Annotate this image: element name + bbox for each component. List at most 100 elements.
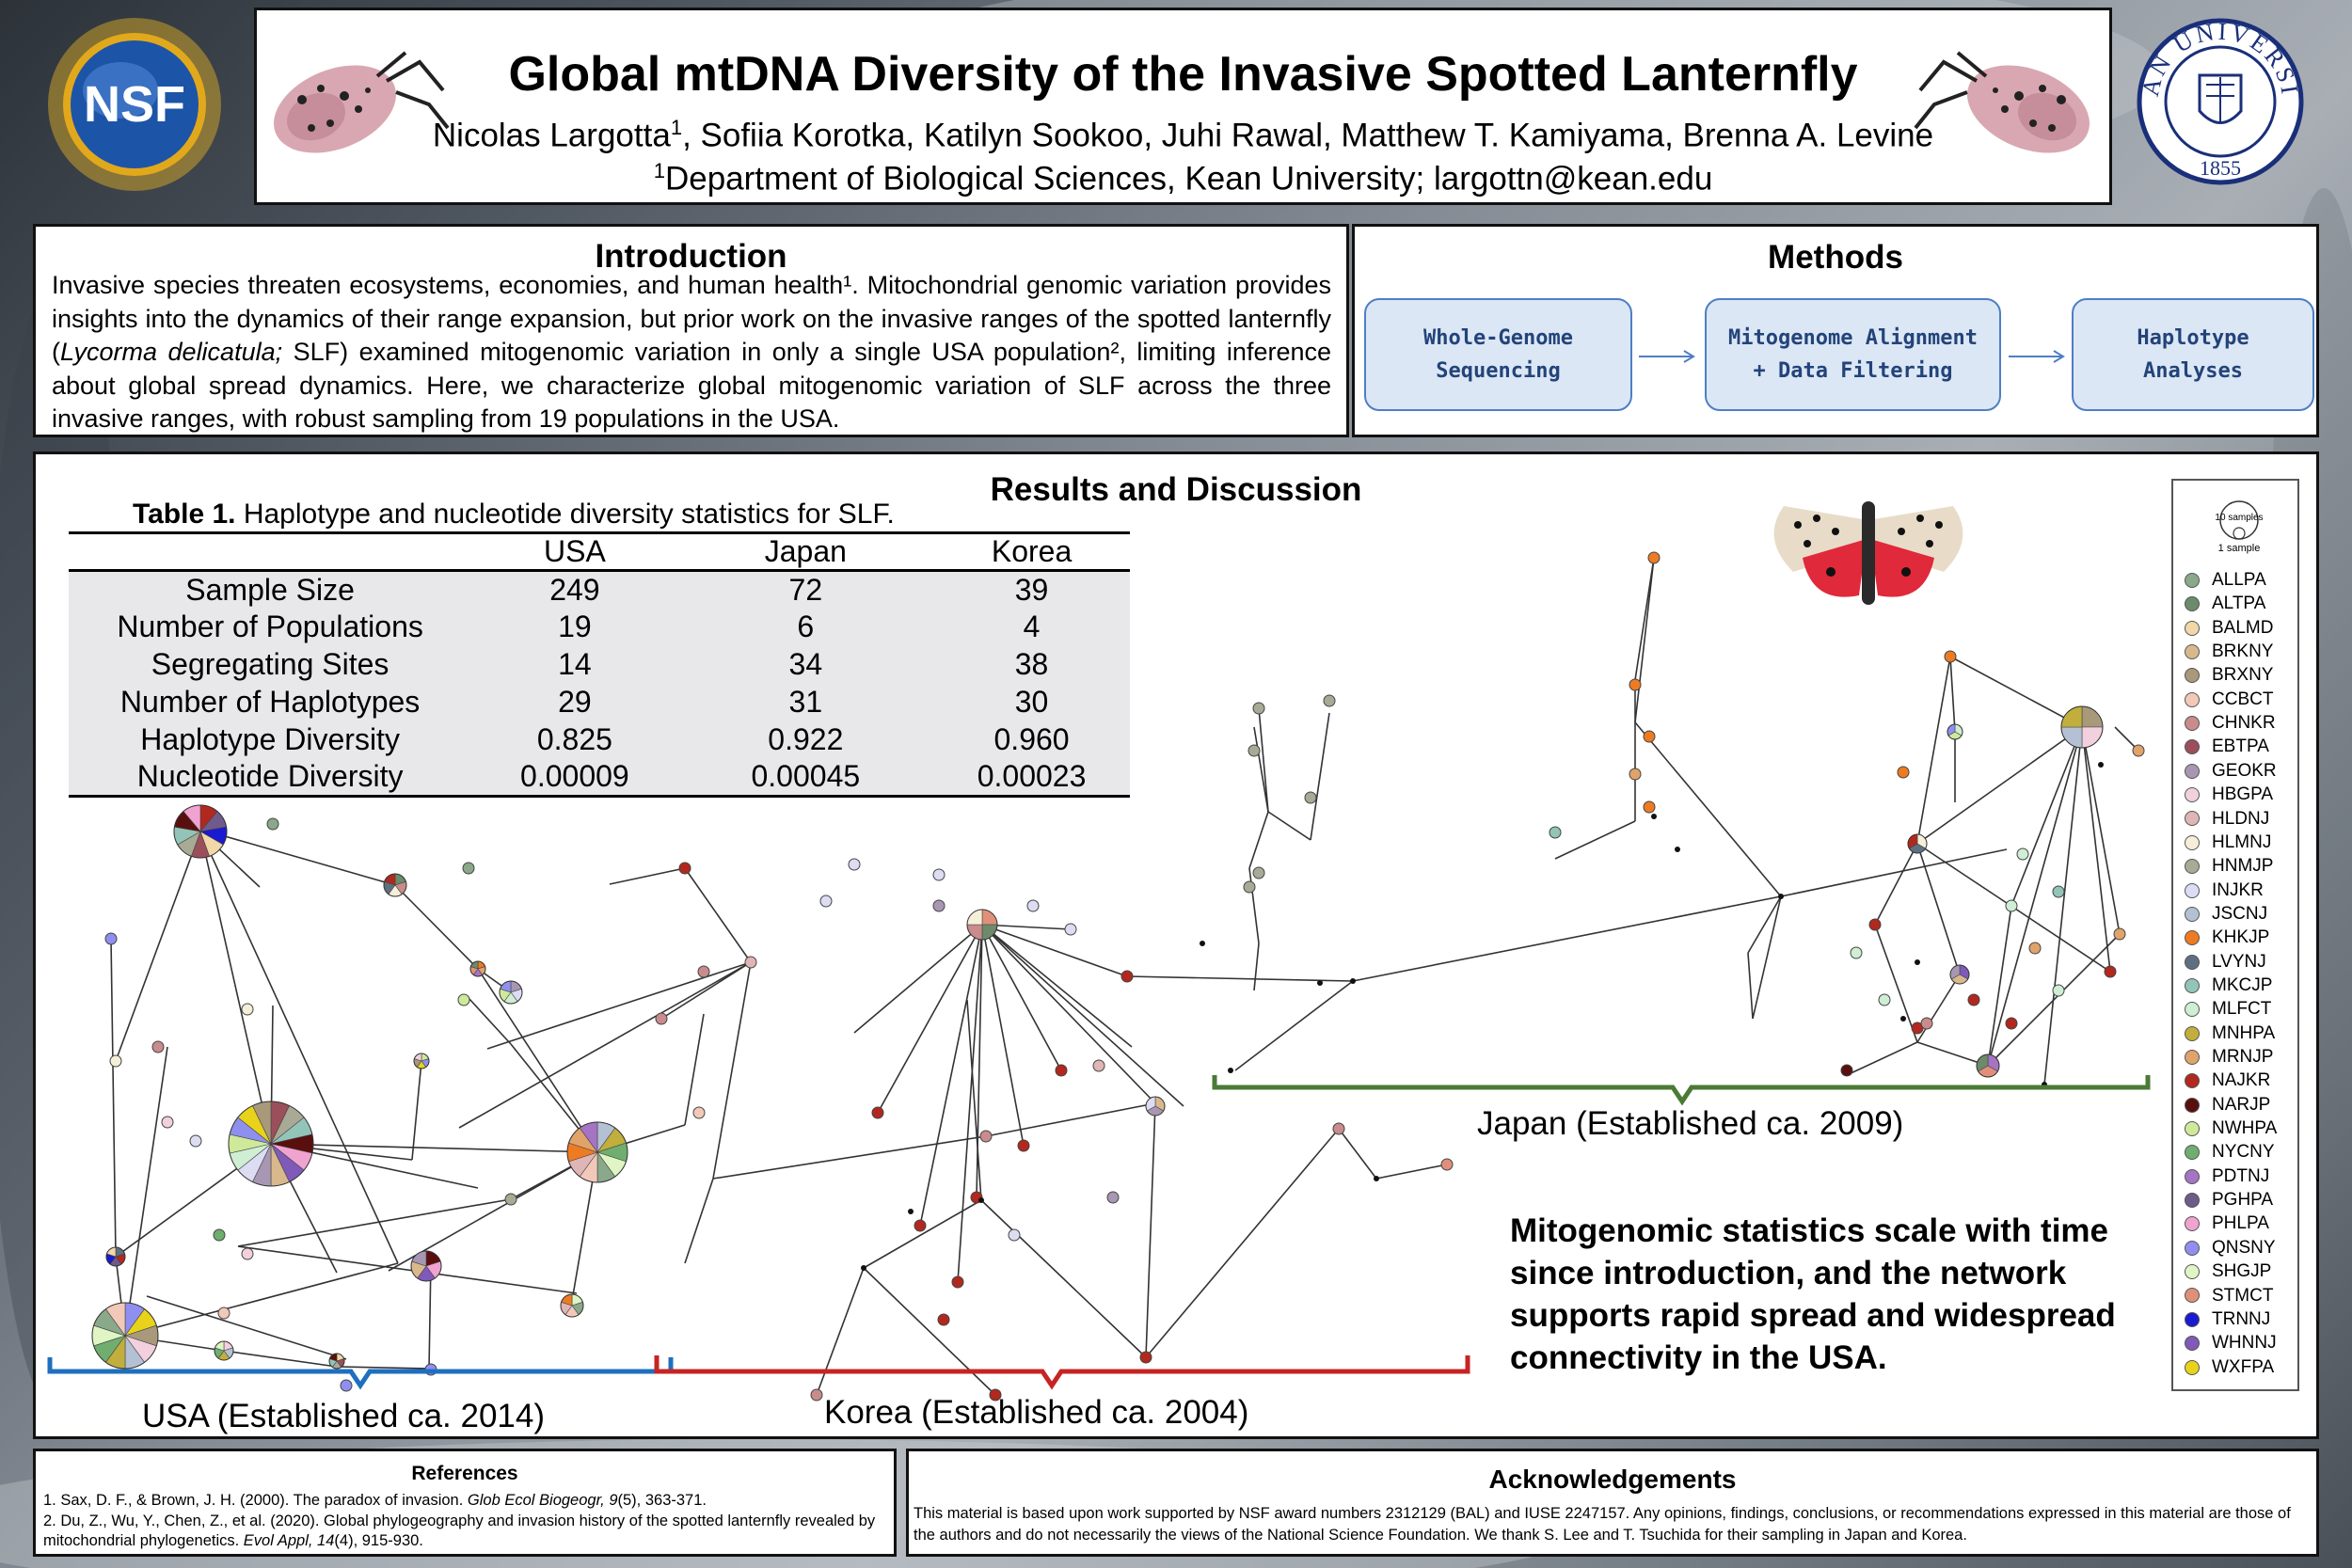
svg-text:1855: 1855 bbox=[2200, 156, 2241, 180]
legend-item-mnhpa: MNHPA bbox=[2185, 1022, 2276, 1043]
results-panel: Results and Discussion Table 1. Haplotyp… bbox=[33, 451, 2319, 1439]
table-row: Number of Haplotypes 29 31 30 bbox=[69, 684, 1130, 721]
network-edge bbox=[981, 924, 1184, 1107]
legend-color-swatch bbox=[2185, 739, 2200, 755]
legend-code: MNHPA bbox=[2212, 1022, 2276, 1043]
median-vector bbox=[1317, 980, 1323, 986]
haplotype-node bbox=[1878, 993, 1891, 1006]
haplotype-node bbox=[819, 895, 833, 908]
haplotype-node bbox=[1055, 1064, 1068, 1077]
haplotype-node bbox=[914, 1219, 927, 1232]
haplotype-pie-node bbox=[566, 1121, 628, 1183]
acknowledgements-text: This material is based upon work support… bbox=[914, 1505, 2291, 1544]
haplotype-pie-node bbox=[560, 1293, 584, 1318]
introduction-panel: Introduction Invasive species threaten e… bbox=[33, 224, 1349, 437]
legend-color-swatch bbox=[2185, 906, 2200, 922]
introduction-heading: Introduction bbox=[595, 238, 787, 275]
legend-color-swatch bbox=[2185, 691, 2200, 707]
pie-outline bbox=[1947, 723, 1963, 740]
network-edge bbox=[863, 1267, 996, 1396]
network-edge bbox=[486, 961, 752, 1050]
network-edge bbox=[980, 1199, 1147, 1358]
haplotype-node bbox=[1106, 1191, 1120, 1204]
network-edge bbox=[1916, 1041, 1989, 1067]
legend-code: NARJP bbox=[2212, 1094, 2271, 1115]
legend-code: NYCNY bbox=[2212, 1142, 2275, 1163]
haplotype-pie-node bbox=[499, 980, 523, 1005]
haplotype-node bbox=[1248, 744, 1261, 757]
table-cell: 0.960 bbox=[993, 722, 1070, 756]
network-edge bbox=[877, 924, 983, 1114]
haplotype-node bbox=[810, 1388, 823, 1402]
haplotype-pie-node bbox=[469, 960, 486, 977]
legend-code: HNMJP bbox=[2212, 856, 2274, 877]
legend-item-nwhpa: NWHPA bbox=[2185, 1119, 2277, 1138]
haplotype-node bbox=[1252, 866, 1265, 879]
network-edge bbox=[204, 830, 396, 886]
pie-outline bbox=[499, 980, 523, 1005]
legend-color-swatch bbox=[2185, 1168, 2200, 1184]
pie-outline bbox=[1976, 1053, 2000, 1078]
legend-scale-large-label: 10 samples bbox=[2215, 513, 2264, 523]
median-vector bbox=[2098, 762, 2104, 768]
haplotype-node bbox=[1323, 694, 1336, 707]
network-edge bbox=[684, 1013, 705, 1126]
median-vector bbox=[908, 1209, 914, 1214]
network-edge bbox=[1949, 656, 2083, 728]
table-header-row: USA Japan Korea bbox=[69, 531, 1130, 572]
haplotype-node bbox=[109, 1054, 122, 1068]
haplotype-pie-node bbox=[413, 1053, 430, 1069]
haplotype-networks bbox=[47, 551, 2151, 1402]
median-vector bbox=[1900, 1016, 1906, 1022]
pie-outline bbox=[214, 1340, 234, 1361]
legend-color-swatch bbox=[2185, 1216, 2200, 1232]
legend-item-altpa: ALTPA bbox=[2185, 594, 2265, 613]
legend-item-najkr: NAJKR bbox=[2185, 1071, 2270, 1090]
haplotype-node bbox=[217, 1307, 230, 1320]
legend-code: ALLPA bbox=[2212, 570, 2266, 590]
table-column-header: USA bbox=[471, 531, 678, 572]
legend-color-swatch bbox=[2185, 1002, 2200, 1018]
korea-region-label: Korea (Established ca. 2004) bbox=[824, 1394, 1249, 1431]
network-edge bbox=[1752, 895, 1782, 1020]
legend-color-swatch bbox=[2185, 596, 2200, 612]
haplotype-node bbox=[1332, 1122, 1345, 1135]
conclusion-text: Mitogenomic statistics scale with time s… bbox=[1510, 1212, 2116, 1376]
network-edge bbox=[1634, 557, 1655, 723]
legend-color-swatch bbox=[2185, 1240, 2200, 1256]
haplotype-node bbox=[161, 1116, 174, 1129]
legend-color-swatch bbox=[2185, 1025, 2200, 1041]
table-cell: 0.00023 bbox=[933, 758, 1130, 798]
table-cell: 29 bbox=[558, 685, 592, 719]
legend-color-swatch bbox=[2185, 620, 2200, 636]
haplotype-node bbox=[1643, 730, 1656, 743]
haplotype-node bbox=[1304, 791, 1317, 804]
haplotype-pie-node bbox=[214, 1340, 234, 1361]
median-vector bbox=[1228, 1068, 1233, 1073]
network-edge bbox=[1987, 905, 2012, 1067]
legend-color-swatch bbox=[2185, 1264, 2200, 1280]
legend-item-trnnj: TRNNJ bbox=[2185, 1309, 2270, 1329]
network-edge bbox=[146, 1295, 347, 1360]
table-cell: 30 bbox=[1014, 685, 1049, 719]
table-column-header: Korea bbox=[933, 531, 1130, 572]
haplotype-node bbox=[1252, 702, 1265, 715]
network-edge bbox=[863, 1199, 982, 1269]
haplotype-node bbox=[2052, 885, 2065, 898]
method-arrow-1 bbox=[1639, 350, 1695, 363]
legend-item-mlfct: MLFCT bbox=[2185, 1000, 2271, 1019]
network-edge bbox=[1634, 721, 1782, 897]
network-edge bbox=[1253, 726, 1269, 813]
haplotype-node bbox=[2005, 1017, 2018, 1030]
network-edge bbox=[919, 924, 983, 1227]
legend-color-swatch bbox=[2185, 1097, 2200, 1113]
population-legend: 10 samples 1 sample ALLPA ALTPA BALMD BRKNY… bbox=[2171, 479, 2299, 1391]
network-edge bbox=[115, 831, 201, 1062]
network-edge bbox=[199, 831, 272, 1145]
network-edge bbox=[1145, 1128, 1340, 1358]
legend-code: QNSNY bbox=[2212, 1237, 2276, 1258]
haplotype-node bbox=[692, 1106, 706, 1119]
haplotype-node bbox=[1092, 1059, 1105, 1072]
haplotype-node bbox=[151, 1040, 165, 1053]
pie-outline bbox=[469, 960, 486, 977]
